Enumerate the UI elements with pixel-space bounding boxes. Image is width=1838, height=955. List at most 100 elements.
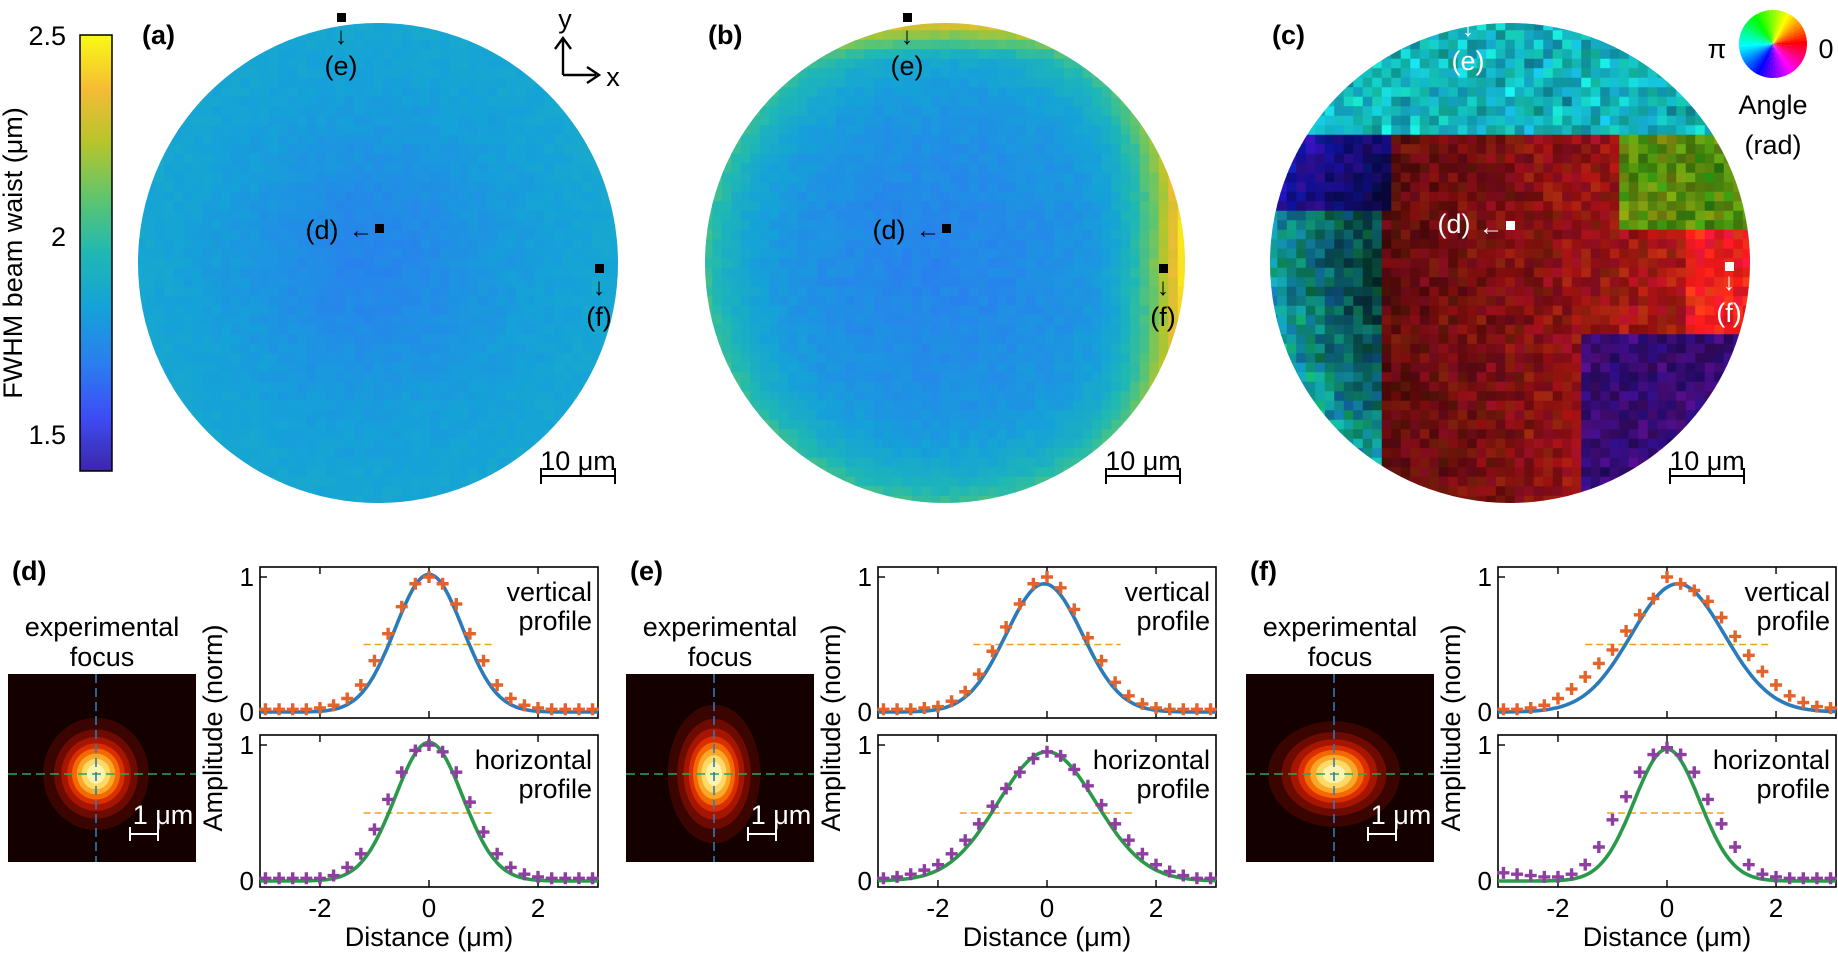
y-tick-label: 1	[1478, 562, 1492, 592]
data-point	[918, 864, 931, 877]
data-point	[972, 817, 985, 830]
data-point	[532, 870, 545, 883]
profile-title: horizontal	[1713, 745, 1830, 775]
colorbar-gradient	[79, 34, 113, 472]
scalebar-label: 10 μm	[1105, 446, 1181, 476]
profile-title: vertical	[1744, 577, 1830, 607]
scalebar	[540, 468, 616, 484]
data-point	[986, 645, 999, 658]
y-tick-label: 1	[858, 562, 872, 592]
data-point	[1770, 870, 1783, 883]
data-point	[1592, 841, 1605, 853]
data-point	[1633, 766, 1646, 779]
marker-square	[595, 264, 604, 273]
data-point	[354, 847, 367, 860]
data-point	[586, 872, 599, 885]
data-point	[1041, 745, 1053, 758]
x-tick-label: 2	[1149, 893, 1163, 923]
data-point	[1163, 865, 1176, 878]
data-point	[1701, 595, 1714, 608]
data-point	[1810, 872, 1823, 885]
y-axis-label: Amplitude (norm)	[816, 624, 846, 831]
x-tick-label: 0	[1660, 893, 1674, 923]
marker-label: (e)	[891, 51, 924, 81]
focus-title: experimental	[643, 612, 798, 642]
data-point	[395, 766, 408, 779]
data-point	[409, 577, 422, 590]
data-point	[436, 745, 449, 758]
data-point	[423, 739, 435, 751]
data-point	[259, 872, 272, 885]
scalebar	[1669, 468, 1745, 484]
data-point	[382, 627, 395, 640]
y-tick-label: 0	[240, 697, 254, 727]
data-point	[1797, 872, 1810, 885]
profile-title: horizontal	[1093, 745, 1210, 775]
x-axis-label: Distance (μm)	[963, 922, 1132, 952]
data-point	[259, 703, 272, 716]
marker-square	[1506, 221, 1515, 230]
marker-arrow: ↓	[1723, 269, 1735, 296]
y-tick-label: 1	[858, 730, 872, 760]
data-point	[477, 654, 490, 667]
x-tick-label: 0	[422, 893, 436, 923]
data-point	[1013, 598, 1026, 610]
marker-square	[1159, 264, 1168, 273]
data-point	[1204, 703, 1217, 716]
data-point	[504, 861, 517, 874]
x-tick-label: -2	[1546, 893, 1569, 923]
x-tick-label: -2	[926, 893, 949, 923]
y-axis-label: Amplitude (norm)	[1436, 624, 1466, 831]
data-point	[1095, 798, 1108, 811]
axis-x-label: x	[606, 62, 620, 92]
colorbar-tick-label: 2	[51, 222, 66, 252]
data-point	[450, 598, 463, 610]
data-point	[1000, 620, 1013, 633]
marker-label: (f)	[586, 302, 611, 332]
map-panel-b: (b) ↓ (e) ← (d) ↓ (f) 10 μm	[705, 13, 1185, 503]
focus-title: focus	[70, 642, 135, 672]
x-tick-label: 0	[1040, 893, 1054, 923]
data-point	[313, 872, 326, 885]
profile-title: vertical	[506, 577, 592, 607]
data-point	[959, 685, 972, 698]
data-point	[1742, 858, 1755, 871]
y-tick-label: 0	[1478, 697, 1492, 727]
data-point	[1770, 679, 1783, 691]
data-point	[1524, 701, 1537, 714]
focus-scalebar	[747, 827, 777, 841]
focus-scalebar-label: 1 μm	[1371, 800, 1432, 830]
data-point	[945, 695, 958, 708]
data-point	[491, 847, 504, 860]
data-point	[1797, 696, 1810, 709]
data-point	[1204, 872, 1217, 885]
data-point	[300, 872, 313, 885]
data-point	[1579, 858, 1592, 871]
colorbar-tick-label: 2.5	[28, 21, 66, 51]
x-tick-label: 2	[1769, 893, 1783, 923]
data-point	[904, 868, 917, 881]
data-point	[273, 703, 286, 716]
data-point	[1054, 749, 1067, 762]
data-point	[491, 679, 504, 691]
panel-label: (b)	[708, 20, 742, 50]
marker-square	[942, 224, 951, 233]
data-point	[477, 826, 490, 839]
data-point	[1647, 748, 1660, 761]
data-point	[931, 700, 944, 713]
data-point	[1068, 603, 1081, 616]
marker-square	[375, 224, 384, 233]
data-point	[1810, 700, 1823, 713]
marker-arrow: ↓	[1462, 15, 1474, 42]
data-point	[300, 703, 313, 716]
data-point	[1068, 763, 1081, 776]
data-point	[1163, 703, 1176, 716]
x-tick-label: -2	[308, 893, 331, 923]
data-point	[1136, 847, 1149, 860]
data-point	[1109, 676, 1122, 689]
